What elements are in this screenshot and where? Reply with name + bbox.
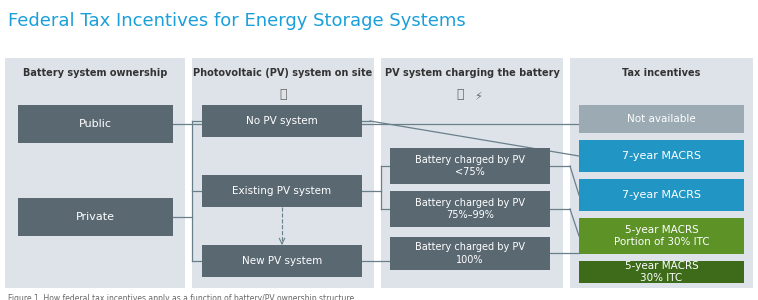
Text: Public: Public [79, 119, 112, 129]
Text: Not available: Not available [627, 114, 696, 124]
Bar [579, 179, 744, 211]
Text: 7-year MACRS: 7-year MACRS [622, 151, 701, 161]
Bar [5, 58, 185, 288]
Text: Photovoltaic (PV) system on site: Photovoltaic (PV) system on site [193, 68, 373, 78]
Bar [390, 148, 550, 184]
Bar [579, 261, 744, 283]
Bar [18, 105, 173, 143]
Text: Existing PV system: Existing PV system [233, 186, 331, 196]
Text: ⚡: ⚡ [474, 92, 482, 102]
Text: Battery charged by PV
100%: Battery charged by PV 100% [415, 242, 525, 265]
Text: Battery charged by PV
<75%: Battery charged by PV <75% [415, 155, 525, 177]
Bar [202, 175, 362, 207]
Text: 🔲: 🔲 [279, 88, 287, 101]
Text: No PV system: No PV system [246, 116, 318, 126]
Bar [390, 191, 550, 227]
Bar [579, 140, 744, 172]
Text: 5-year MACRS
Portion of 30% ITC: 5-year MACRS Portion of 30% ITC [614, 225, 709, 247]
Bar [579, 105, 744, 133]
Bar [202, 245, 362, 277]
Text: 5-year MACRS
30% ITC: 5-year MACRS 30% ITC [625, 261, 698, 283]
Text: Tax incentives: Tax incentives [622, 68, 700, 78]
Text: 7-year MACRS: 7-year MACRS [622, 190, 701, 200]
Bar [381, 58, 563, 288]
Text: Private: Private [76, 212, 115, 222]
Text: Battery charged by PV
75%–99%: Battery charged by PV 75%–99% [415, 198, 525, 220]
Bar [579, 218, 744, 254]
Bar [202, 105, 362, 137]
Bar [192, 58, 374, 288]
Text: Federal Tax Incentives for Energy Storage Systems: Federal Tax Incentives for Energy Storag… [8, 12, 465, 30]
Text: PV system charging the battery: PV system charging the battery [384, 68, 559, 78]
Bar [18, 198, 173, 236]
Bar [570, 58, 753, 288]
Text: Battery system ownership: Battery system ownership [23, 68, 168, 78]
Text: Figure 1. How federal tax incentives apply as a function of battery/PV ownership: Figure 1. How federal tax incentives app… [8, 294, 356, 300]
Text: 🔲: 🔲 [456, 88, 464, 101]
Text: New PV system: New PV system [242, 256, 322, 266]
Bar [390, 237, 550, 270]
